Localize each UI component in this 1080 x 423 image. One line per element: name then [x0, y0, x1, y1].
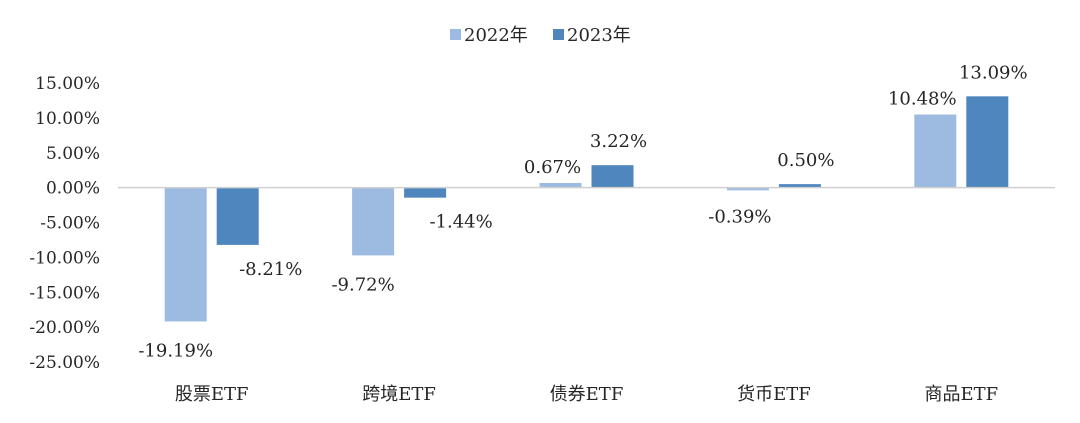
bars	[164, 96, 1009, 322]
category-label: 商品ETF	[924, 384, 998, 405]
data-label: 0.67%	[524, 157, 581, 178]
y-tick-label: 0.00%	[46, 179, 100, 199]
bar-series1	[726, 187, 769, 191]
data-label: -8.21%	[239, 259, 302, 280]
bar-series1	[352, 187, 395, 256]
data-label: 10.48%	[888, 89, 957, 110]
y-tick-label: 5.00%	[46, 144, 100, 164]
y-tick-label: -25.00%	[29, 353, 100, 373]
category-label: 跨境ETF	[362, 384, 436, 405]
data-label: -9.72%	[331, 274, 394, 295]
bar-series2	[216, 187, 259, 245]
bar-series1	[914, 114, 957, 188]
data-label: -19.19%	[138, 340, 213, 361]
y-tick-label: 10.00%	[35, 109, 100, 129]
y-tick-label: 15.00%	[35, 74, 100, 94]
data-label: 13.09%	[959, 62, 1028, 83]
bar-series1	[539, 182, 582, 188]
data-label: -1.44%	[429, 212, 492, 233]
y-tick-label: -20.00%	[29, 318, 100, 338]
y-tick-label: -15.00%	[29, 283, 100, 303]
y-axis: 15.00% 10.00% 5.00% 0.00% -5.00% -10.00% -15.0…	[29, 74, 100, 373]
category-label: 股票ETF	[175, 384, 249, 405]
category-label: 货币ETF	[737, 384, 811, 405]
data-label: -0.39%	[708, 207, 771, 228]
data-label: 0.50%	[777, 150, 834, 171]
y-tick-label: -10.00%	[29, 248, 100, 268]
legend-label: 2023年	[567, 25, 631, 46]
data-label: 3.22%	[590, 131, 647, 152]
bar-series2	[966, 96, 1009, 188]
category-label: 债券ETF	[550, 384, 624, 405]
bar-series1	[164, 187, 207, 322]
legend-swatch	[553, 29, 564, 40]
bar-series2	[778, 184, 821, 188]
bar-series2	[404, 187, 447, 198]
legend: 2022年 2023年	[450, 25, 631, 46]
data-labels: -19.19% -8.21% -9.72% -1.44% 0.67% 3.22% -0.39…	[138, 62, 1027, 361]
bar-series2	[591, 165, 634, 188]
legend-swatch	[450, 29, 461, 40]
y-tick-label: -5.00%	[40, 214, 100, 234]
x-axis: 股票ETF 跨境ETF 债券ETF 货币ETF 商品ETF	[175, 384, 998, 405]
legend-label: 2022年	[464, 25, 528, 46]
